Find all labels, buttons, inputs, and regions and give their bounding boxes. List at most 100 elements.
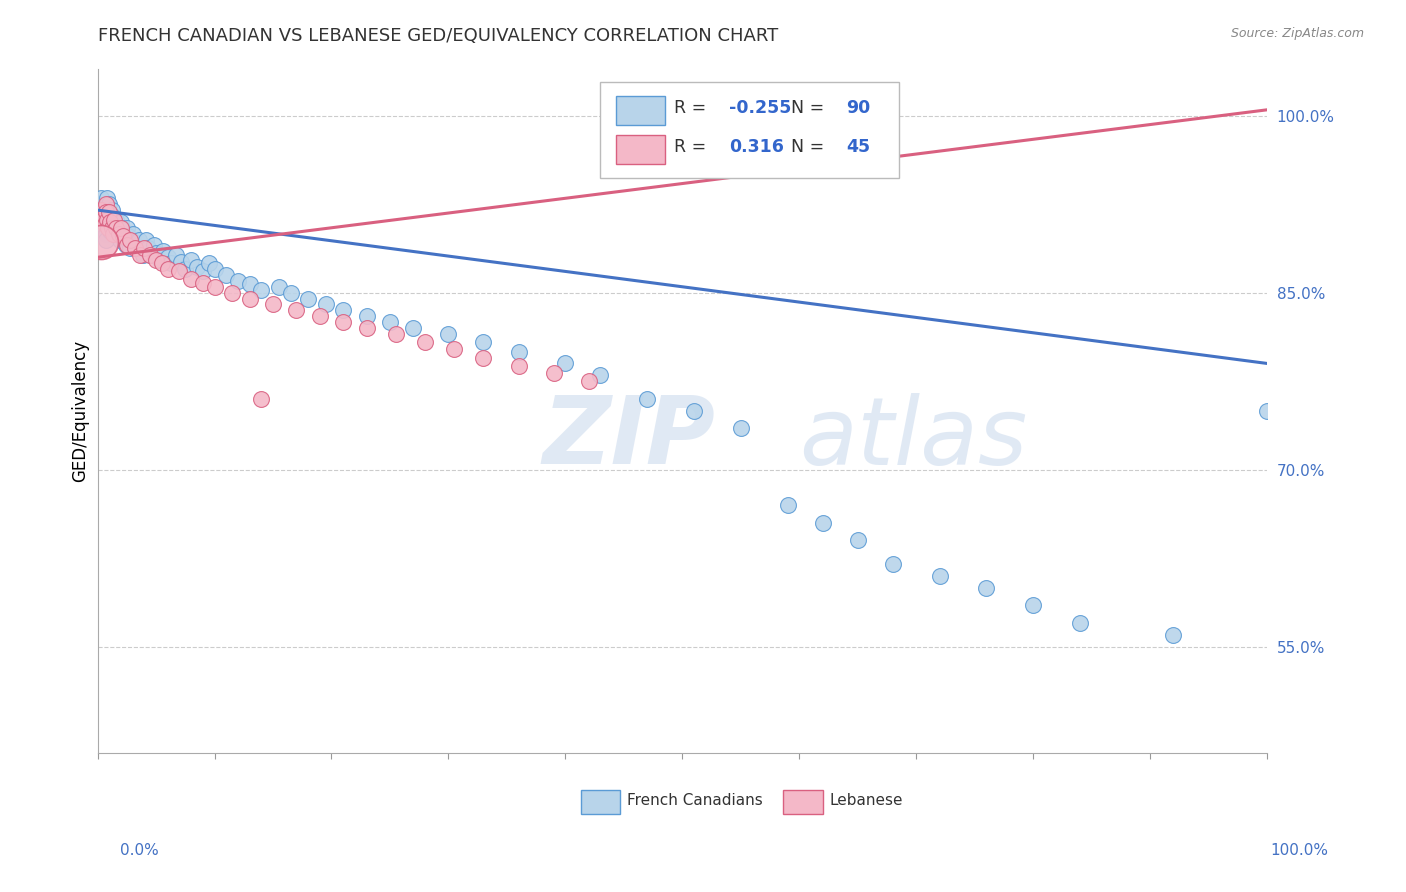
Point [578,374,600,388]
FancyBboxPatch shape [616,95,665,125]
Text: R =: R = [673,99,711,117]
Point [928,569,950,583]
Point [100,209,122,223]
Point [378,315,401,329]
Point [145,252,167,267]
Point [221,285,243,300]
Text: 0.0%: 0.0% [120,843,159,858]
Point [122,235,145,249]
Point [107,227,129,241]
Point [472,335,495,350]
Point [90,203,112,218]
Point [156,262,179,277]
Point [226,274,249,288]
Point [508,359,530,373]
Point [1163,628,1185,642]
Point [215,268,238,282]
Point [100,215,122,229]
Point [108,233,131,247]
Point [135,233,157,247]
Point [107,227,129,241]
Point [636,392,658,406]
Point [683,403,706,417]
Point [101,227,124,241]
Text: 100.0%: 100.0% [1271,843,1329,858]
Point [103,217,125,231]
Point [90,235,112,249]
Point [114,233,136,247]
Point [103,212,125,227]
Point [1069,615,1091,630]
Text: 90: 90 [846,99,870,117]
Point [976,581,998,595]
Point [139,248,162,262]
Point [115,220,138,235]
Point [94,227,117,241]
Text: ZIP: ZIP [541,392,714,484]
Point [112,229,135,244]
Point [186,260,208,274]
Point [280,285,302,300]
Point [134,241,156,255]
Point [107,224,129,238]
Point [165,248,187,262]
Text: 0.316: 0.316 [730,138,785,156]
Point [124,241,146,255]
Point [114,238,136,252]
Point [94,233,117,247]
Text: N =: N = [792,138,830,156]
Point [105,212,128,227]
Point [103,223,125,237]
Point [443,343,465,357]
Text: French Canadians: French Canadians [627,793,763,808]
Point [174,262,197,277]
Point [180,252,202,267]
Point [384,326,406,341]
Point [93,215,115,229]
Text: atlas: atlas [799,392,1028,483]
Point [94,205,117,219]
Point [117,229,139,244]
Point [811,516,834,530]
Point [100,224,122,238]
Point [110,215,132,229]
Y-axis label: GED/Equivalency: GED/Equivalency [72,340,89,482]
Point [142,238,165,252]
Point [413,335,436,350]
Point [437,326,460,341]
Point [315,297,337,311]
Point [118,236,141,251]
Point [150,256,173,270]
FancyBboxPatch shape [581,789,620,814]
Point [112,227,135,241]
Point [152,244,174,259]
Point [730,421,752,435]
Text: Source: ZipAtlas.com: Source: ZipAtlas.com [1230,27,1364,40]
Point [250,392,273,406]
Point [128,233,150,247]
Point [93,217,115,231]
Point [180,271,202,285]
Point [191,264,214,278]
Point [100,220,122,235]
Point [285,303,308,318]
Point [160,256,183,270]
Point [239,277,262,292]
Point [105,219,128,234]
Point [96,203,118,218]
Point [100,203,122,218]
Point [96,212,118,227]
Point [110,220,132,235]
Point [1256,403,1278,417]
Point [98,212,121,227]
Text: 45: 45 [846,138,870,156]
Point [98,205,121,219]
Point [98,205,121,219]
Point [136,241,159,255]
Point [508,344,530,359]
Point [145,245,167,260]
Point [111,220,134,235]
Point [91,203,114,218]
Point [543,366,565,380]
Point [96,191,118,205]
